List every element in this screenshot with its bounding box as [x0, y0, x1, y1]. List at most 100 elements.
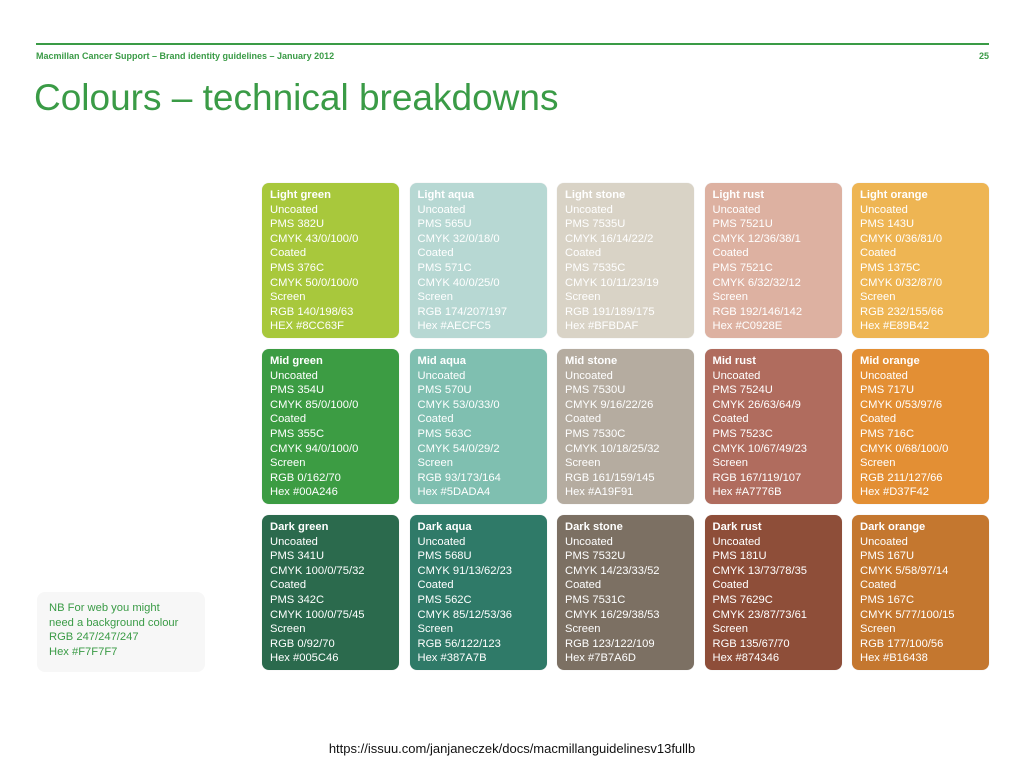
- swatch-spec-line: PMS 571C: [417, 261, 472, 274]
- swatch-name: Light rust: [712, 189, 765, 201]
- swatch-spec-line: Hex #5DADA4: [417, 486, 491, 499]
- swatch-spec-line: Coated: [712, 247, 749, 260]
- swatch-spec-line: Coated: [712, 579, 749, 592]
- swatch-spec-line: PMS 376C: [270, 261, 325, 274]
- swatch-spec-line: Screen: [565, 457, 601, 470]
- swatch-spec-line: PMS 382U: [270, 218, 325, 231]
- swatch-spec-line: CMYK 10/11/23/19: [565, 276, 659, 289]
- swatch-spec-line: Hex #A7776B: [712, 486, 782, 499]
- swatch-spec-line: Coated: [860, 579, 897, 592]
- swatch-spec-line: CMYK 6/32/32/12: [712, 276, 801, 289]
- swatch-spec-line: RGB 0/162/70: [270, 471, 341, 484]
- note-line: NB For web you might: [49, 602, 160, 614]
- swatch-spec-line: PMS 717U: [860, 384, 915, 397]
- swatch-spec-line: CMYK 5/58/97/14: [860, 564, 949, 577]
- swatch-spec-line: RGB 140/198/63: [270, 305, 354, 318]
- swatch-spec-line: CMYK 26/63/64/9: [712, 398, 801, 411]
- swatch-spec-line: PMS 354U: [270, 384, 325, 397]
- swatch-mid-stone: Mid stone Uncoated PMS 7530U CMYK 9/16/22/2…: [557, 349, 694, 504]
- swatch-spec-line: Hex #387A7B: [417, 652, 487, 665]
- page-title: Colours – technical breakdowns: [34, 77, 559, 118]
- swatch-name: Mid stone: [565, 355, 618, 367]
- swatch-name: Dark aqua: [417, 521, 472, 533]
- swatch-light-green: Light green Uncoated PMS 382U CMYK 43/0/100…: [262, 183, 399, 338]
- swatch-spec-line: PMS 7521U: [712, 218, 773, 231]
- swatch-spec-line: PMS 565U: [417, 218, 472, 231]
- swatch-light-rust: Light rust Uncoated PMS 7521U CMYK 12/36/38…: [704, 183, 842, 338]
- swatch-spec-line: Uncoated: [270, 535, 318, 548]
- swatch-spec-line: PMS 7523C: [712, 427, 773, 440]
- swatch-spec-line: Screen: [270, 457, 306, 470]
- swatch-spec-line: CMYK 53/0/33/0: [417, 398, 500, 411]
- swatch-spec-line: Screen: [860, 291, 896, 304]
- swatch-spec-line: Screen: [270, 623, 306, 636]
- swatch-spec-line: Screen: [565, 291, 601, 304]
- swatch-spec-line: Hex #C0928E: [712, 320, 783, 333]
- swatch-spec-line: Screen: [712, 457, 748, 470]
- swatch-spec-line: Hex #A19F91: [565, 486, 634, 499]
- swatch-spec-line: Coated: [417, 247, 454, 260]
- source-url: https://issuu.com/janjaneczek/docs/macmi…: [328, 741, 696, 756]
- swatch-spec-line: CMYK 0/32/87/0: [860, 276, 943, 289]
- swatch-spec-line: Screen: [565, 623, 601, 636]
- swatch-spec-line: Screen: [712, 291, 748, 304]
- swatch-spec-line: Coated: [860, 247, 897, 260]
- swatch-mid-green: Mid green Uncoated PMS 354U CMYK 85/0/100/0…: [262, 349, 399, 504]
- swatch-spec-line: PMS 7532U: [565, 550, 626, 563]
- swatch-mid-rust: Mid rust Uncoated PMS 7524U CMYK 26/63/64/9…: [704, 349, 842, 504]
- swatch-spec-line: Screen: [417, 457, 453, 470]
- swatch-spec-line: RGB 167/119/107: [712, 471, 802, 484]
- swatch-spec-line: Screen: [860, 623, 896, 636]
- swatch-name: Mid rust: [712, 355, 757, 367]
- swatch-spec-line: CMYK 10/18/25/32: [565, 442, 660, 455]
- swatch-spec-line: CMYK 16/14/22/2: [565, 232, 654, 245]
- swatch-spec-line: CMYK 23/87/73/61: [712, 608, 808, 621]
- swatch-spec-line: CMYK 100/0/75/45: [270, 608, 365, 621]
- swatch-light-stone: Light stone Uncoated PMS 7535U CMYK 16/14/2…: [557, 183, 694, 338]
- swatch-spec-line: PMS 1375C: [860, 261, 921, 274]
- swatch-spec-line: Uncoated: [565, 535, 613, 548]
- swatch-spec-line: Hex #00A246: [270, 486, 338, 499]
- swatch-spec-line: PMS 7530C: [565, 427, 626, 440]
- swatch-spec-line: PMS 7521C: [712, 261, 773, 274]
- swatch-spec-line: CMYK 85/0/100/0: [270, 398, 359, 411]
- swatch-spec-line: Screen: [270, 291, 306, 304]
- swatch-spec-line: Uncoated: [417, 369, 466, 382]
- swatch-spec-line: Uncoated: [270, 203, 318, 216]
- running-title: Macmillan Cancer Support – Brand identit…: [36, 51, 335, 61]
- web-background-note: NB For web you might need a background co…: [37, 592, 205, 672]
- swatch-spec-line: PMS 7535C: [565, 261, 626, 274]
- swatch-spec-line: CMYK 5/77/100/15: [860, 608, 955, 621]
- swatch-spec-line: Uncoated: [417, 535, 466, 548]
- swatch-spec-line: Hex #BFBDAF: [565, 320, 639, 333]
- swatch-spec-line: PMS 7530U: [565, 384, 626, 397]
- swatch-spec-line: RGB 56/122/123: [417, 637, 501, 650]
- swatch-spec-line: RGB 0/92/70: [270, 637, 335, 650]
- swatch-name: Light aqua: [417, 189, 475, 201]
- swatch-mid-aqua: Mid aqua Uncoated PMS 570U CMYK 53/0/33/0 Co…: [409, 349, 547, 504]
- swatch-spec-line: Hex #005C46: [270, 652, 339, 665]
- swatch-spec-line: Coated: [270, 579, 307, 592]
- page-number: 25: [978, 51, 989, 61]
- swatch-spec-line: PMS 568U: [417, 550, 472, 563]
- swatch-spec-line: Hex #D37F42: [860, 486, 930, 499]
- swatch-spec-line: PMS 181U: [712, 550, 767, 563]
- swatch-spec-line: Coated: [565, 579, 602, 592]
- swatch-spec-line: CMYK 12/36/38/1: [712, 232, 801, 245]
- swatch-name: Light green: [270, 189, 331, 201]
- swatch-name: Light orange: [860, 189, 928, 201]
- swatch-spec-line: CMYK 16/29/38/53: [565, 608, 660, 621]
- swatch-spec-line: Coated: [860, 413, 897, 426]
- swatch-spec-line: Coated: [712, 413, 749, 426]
- colour-swatch-grid: Light green Uncoated PMS 382U CMYK 43/0/100…: [262, 183, 989, 670]
- swatch-spec-line: PMS 143U: [860, 218, 915, 231]
- swatch-spec-line: PMS 563C: [417, 427, 472, 440]
- swatch-spec-line: Uncoated: [565, 369, 613, 382]
- swatch-spec-line: CMYK 10/67/49/23: [712, 442, 808, 455]
- swatch-spec-line: Uncoated: [712, 369, 761, 382]
- swatch-spec-line: CMYK 9/16/22/26: [565, 398, 654, 411]
- swatch-spec-line: CMYK 50/0/100/0: [270, 276, 359, 289]
- swatch-spec-line: Screen: [417, 291, 453, 304]
- swatch-spec-line: RGB 177/100/56: [860, 637, 944, 650]
- swatch-spec-line: CMYK 54/0/29/2: [417, 442, 500, 455]
